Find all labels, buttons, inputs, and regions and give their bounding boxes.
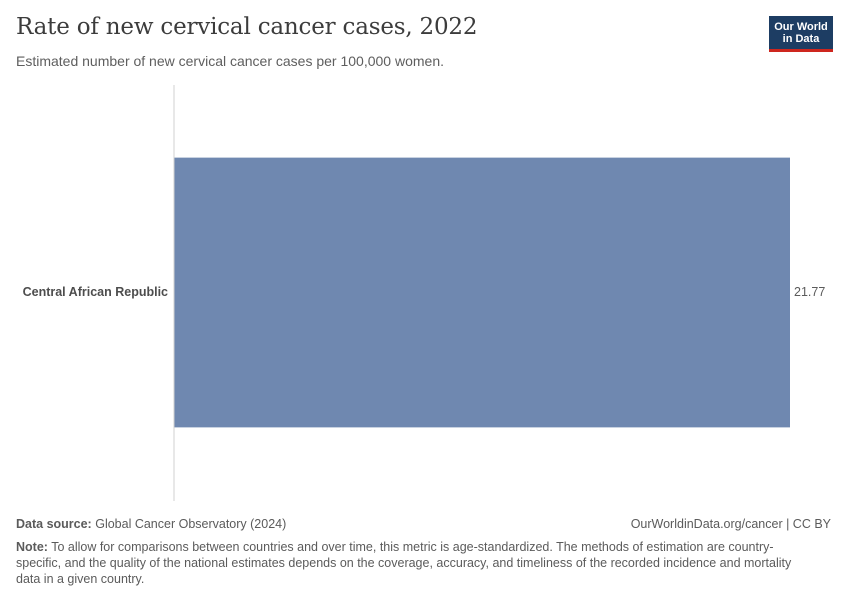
- footnote-label: Note:: [16, 540, 48, 554]
- license-link[interactable]: OurWorldinData.org/cancer | CC BY: [630, 517, 831, 531]
- data-source: Data source: Global Cancer Observatory (…: [16, 517, 286, 531]
- data-source-text[interactable]: Global Cancer Observatory (2024): [95, 517, 287, 531]
- chart-title: Rate of new cervical cancer cases, 2022: [16, 14, 478, 40]
- logo-line-1: Our World: [774, 21, 828, 33]
- owid-logo[interactable]: Our World in Data: [769, 16, 833, 52]
- footnote: Note: To allow for comparisons between c…: [16, 539, 816, 587]
- bar-chart: Central African Republic 21.77: [23, 85, 825, 501]
- bar[interactable]: [174, 157, 790, 428]
- data-source-label: Data source:: [16, 517, 92, 531]
- category-label: Central African Republic: [23, 285, 168, 299]
- logo-line-2: in Data: [782, 33, 820, 45]
- footnote-text: To allow for comparisons between countri…: [16, 540, 792, 586]
- chart-subtitle: Estimated number of new cervical cancer …: [16, 53, 444, 69]
- value-label: 21.77: [794, 285, 825, 299]
